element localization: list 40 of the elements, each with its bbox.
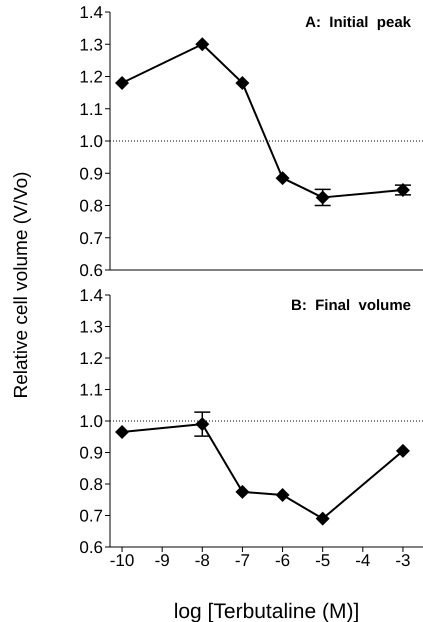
y-tick-label: 1.0 — [79, 412, 103, 432]
point — [276, 488, 290, 502]
y-tick-label: 1.2 — [79, 68, 103, 87]
point — [316, 512, 330, 526]
y-tick-label: 1.4 — [79, 3, 103, 22]
y-tick-label: 0.9 — [79, 444, 103, 463]
y-tick-label: 1.1 — [79, 100, 103, 119]
point — [195, 417, 210, 432]
point — [276, 171, 290, 186]
point — [235, 484, 250, 499]
annotation: A: Initial peak — [305, 14, 411, 31]
y-tick-label: 0.8 — [79, 475, 103, 494]
y-tick-label: 0.9 — [79, 164, 103, 184]
x-tick-label: -8 — [194, 551, 210, 570]
x-tick-label: -7 — [234, 551, 250, 570]
y-tick-label: 0.6 — [79, 261, 103, 280]
point — [115, 425, 130, 440]
y-tick-label: 1.4 — [79, 286, 103, 306]
annotation: B: Final volume — [290, 297, 411, 314]
y-tick-label: 0.6 — [79, 538, 103, 558]
point — [235, 76, 250, 90]
point — [195, 37, 210, 52]
x-tick-label: -3 — [395, 551, 410, 570]
y-tick-label: 0.7 — [79, 506, 103, 526]
point — [115, 76, 130, 90]
y-tick-label: 1.3 — [79, 35, 103, 54]
x-tick-label: -5 — [315, 551, 330, 570]
x-tick-label: -6 — [274, 551, 290, 570]
point — [396, 444, 410, 458]
x-tick-label: -9 — [154, 551, 170, 570]
x-tick-label: -10 — [110, 551, 134, 570]
x-tick-label: -4 — [355, 551, 370, 570]
y-tick-label: 1.2 — [79, 349, 103, 368]
y-tick-label: 1.0 — [79, 132, 103, 152]
y-tick-label: 0.7 — [79, 228, 103, 248]
y-tick-label: 0.8 — [79, 196, 103, 216]
y-tick-label: 1.1 — [79, 380, 103, 400]
y-tick-label: 1.3 — [79, 318, 103, 337]
y-axis-title: Relative cell volume (V/Vo) — [11, 171, 33, 399]
x-axis-title: log [Terbutaline (M)] — [174, 600, 360, 622]
